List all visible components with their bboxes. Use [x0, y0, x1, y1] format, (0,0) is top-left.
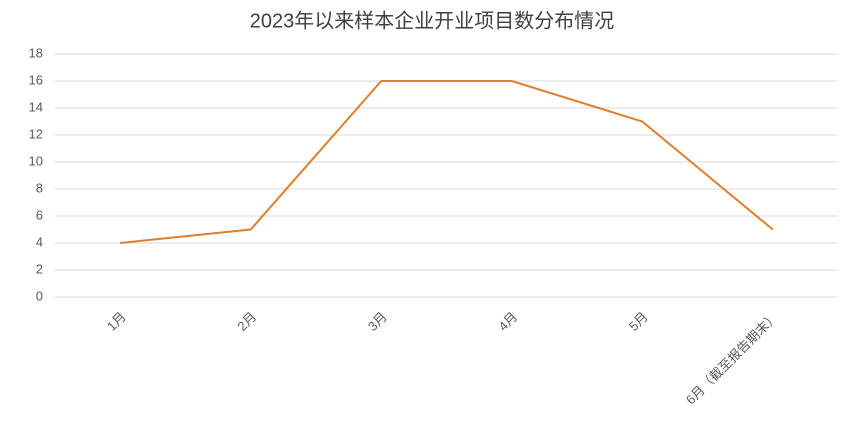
- y-tick-label: 10: [29, 153, 43, 168]
- y-tick-label: 14: [29, 99, 43, 114]
- y-tick-label: 18: [29, 45, 43, 60]
- y-tick-label: 0: [36, 288, 43, 303]
- y-tick-label: 4: [36, 234, 43, 249]
- chart-title: 2023年以来样本企业开业项目数分布情况: [250, 9, 615, 32]
- y-tick-label: 8: [36, 180, 43, 195]
- y-tick-label: 12: [29, 126, 43, 141]
- y-tick-label: 2: [36, 261, 43, 276]
- line: [120, 80, 774, 244]
- y-tick-label: 6: [36, 207, 43, 222]
- y-tick-label: 16: [29, 72, 43, 87]
